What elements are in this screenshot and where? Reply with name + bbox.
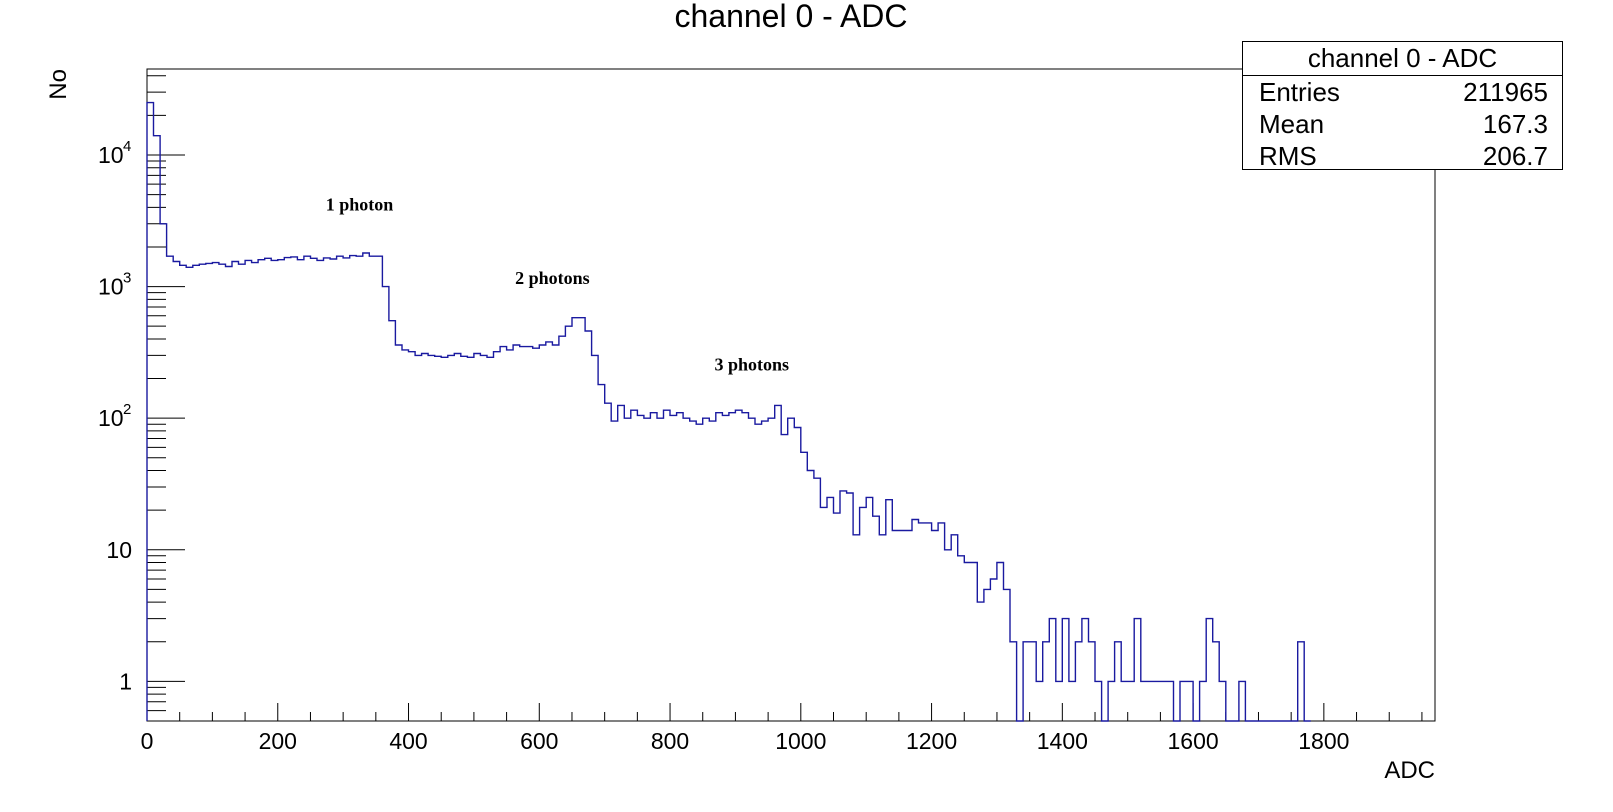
y-tick-exponent: 4	[123, 138, 131, 155]
y-tick-label: 10	[98, 142, 124, 168]
x-tick-label: 1600	[1168, 728, 1219, 754]
stats-value: 167.3	[1482, 109, 1548, 139]
stats-row-mean: Mean 167.3	[1243, 108, 1562, 140]
axis-ticks	[146, 75, 1423, 722]
x-tick-label: 600	[520, 728, 558, 754]
peak-annotation: 1 photon	[326, 194, 394, 214]
histogram-series	[146, 101, 1311, 722]
peak-annotation: 2 photons	[515, 268, 590, 288]
x-tick-label: 1000	[775, 728, 826, 754]
x-tick-label: 0	[141, 728, 154, 754]
x-tick-label: 400	[389, 728, 427, 754]
stats-box: channel 0 - ADC Entries 211965 Mean 167.…	[1242, 41, 1563, 172]
y-tick-label: 1	[119, 668, 132, 694]
x-tick-label: 1200	[906, 728, 957, 754]
stats-title: channel 0 - ADC	[1243, 42, 1562, 76]
stats-label: RMS	[1259, 141, 1317, 171]
stats-row-entries: Entries 211965	[1243, 76, 1562, 108]
y-tick-exponent: 3	[123, 270, 131, 287]
stats-label: Mean	[1259, 109, 1325, 139]
peak-annotation: 3 photons	[715, 355, 790, 375]
annotations: 1 photon 2 photons 3 photons	[326, 194, 789, 374]
stats-label: Entries	[1259, 77, 1340, 107]
y-tick-label: 10	[106, 537, 132, 563]
x-axis-label: ADC	[1384, 757, 1435, 784]
x-tick-label: 200	[259, 728, 297, 754]
chart-title: channel 0 - ADC	[674, 0, 907, 34]
y-axis-label: No	[45, 69, 72, 100]
x-tick-label: 800	[651, 728, 689, 754]
x-tick-label: 1800	[1298, 728, 1349, 754]
y-tick-label: 10	[98, 274, 124, 300]
stats-value: 211965	[1463, 77, 1548, 107]
stats-row-rms: RMS 206.7	[1243, 140, 1562, 172]
y-tick-label: 10	[98, 405, 124, 431]
y-tick-exponent: 2	[123, 401, 131, 418]
stats-value: 206.7	[1482, 141, 1548, 171]
x-tick-label: 1400	[1037, 728, 1088, 754]
